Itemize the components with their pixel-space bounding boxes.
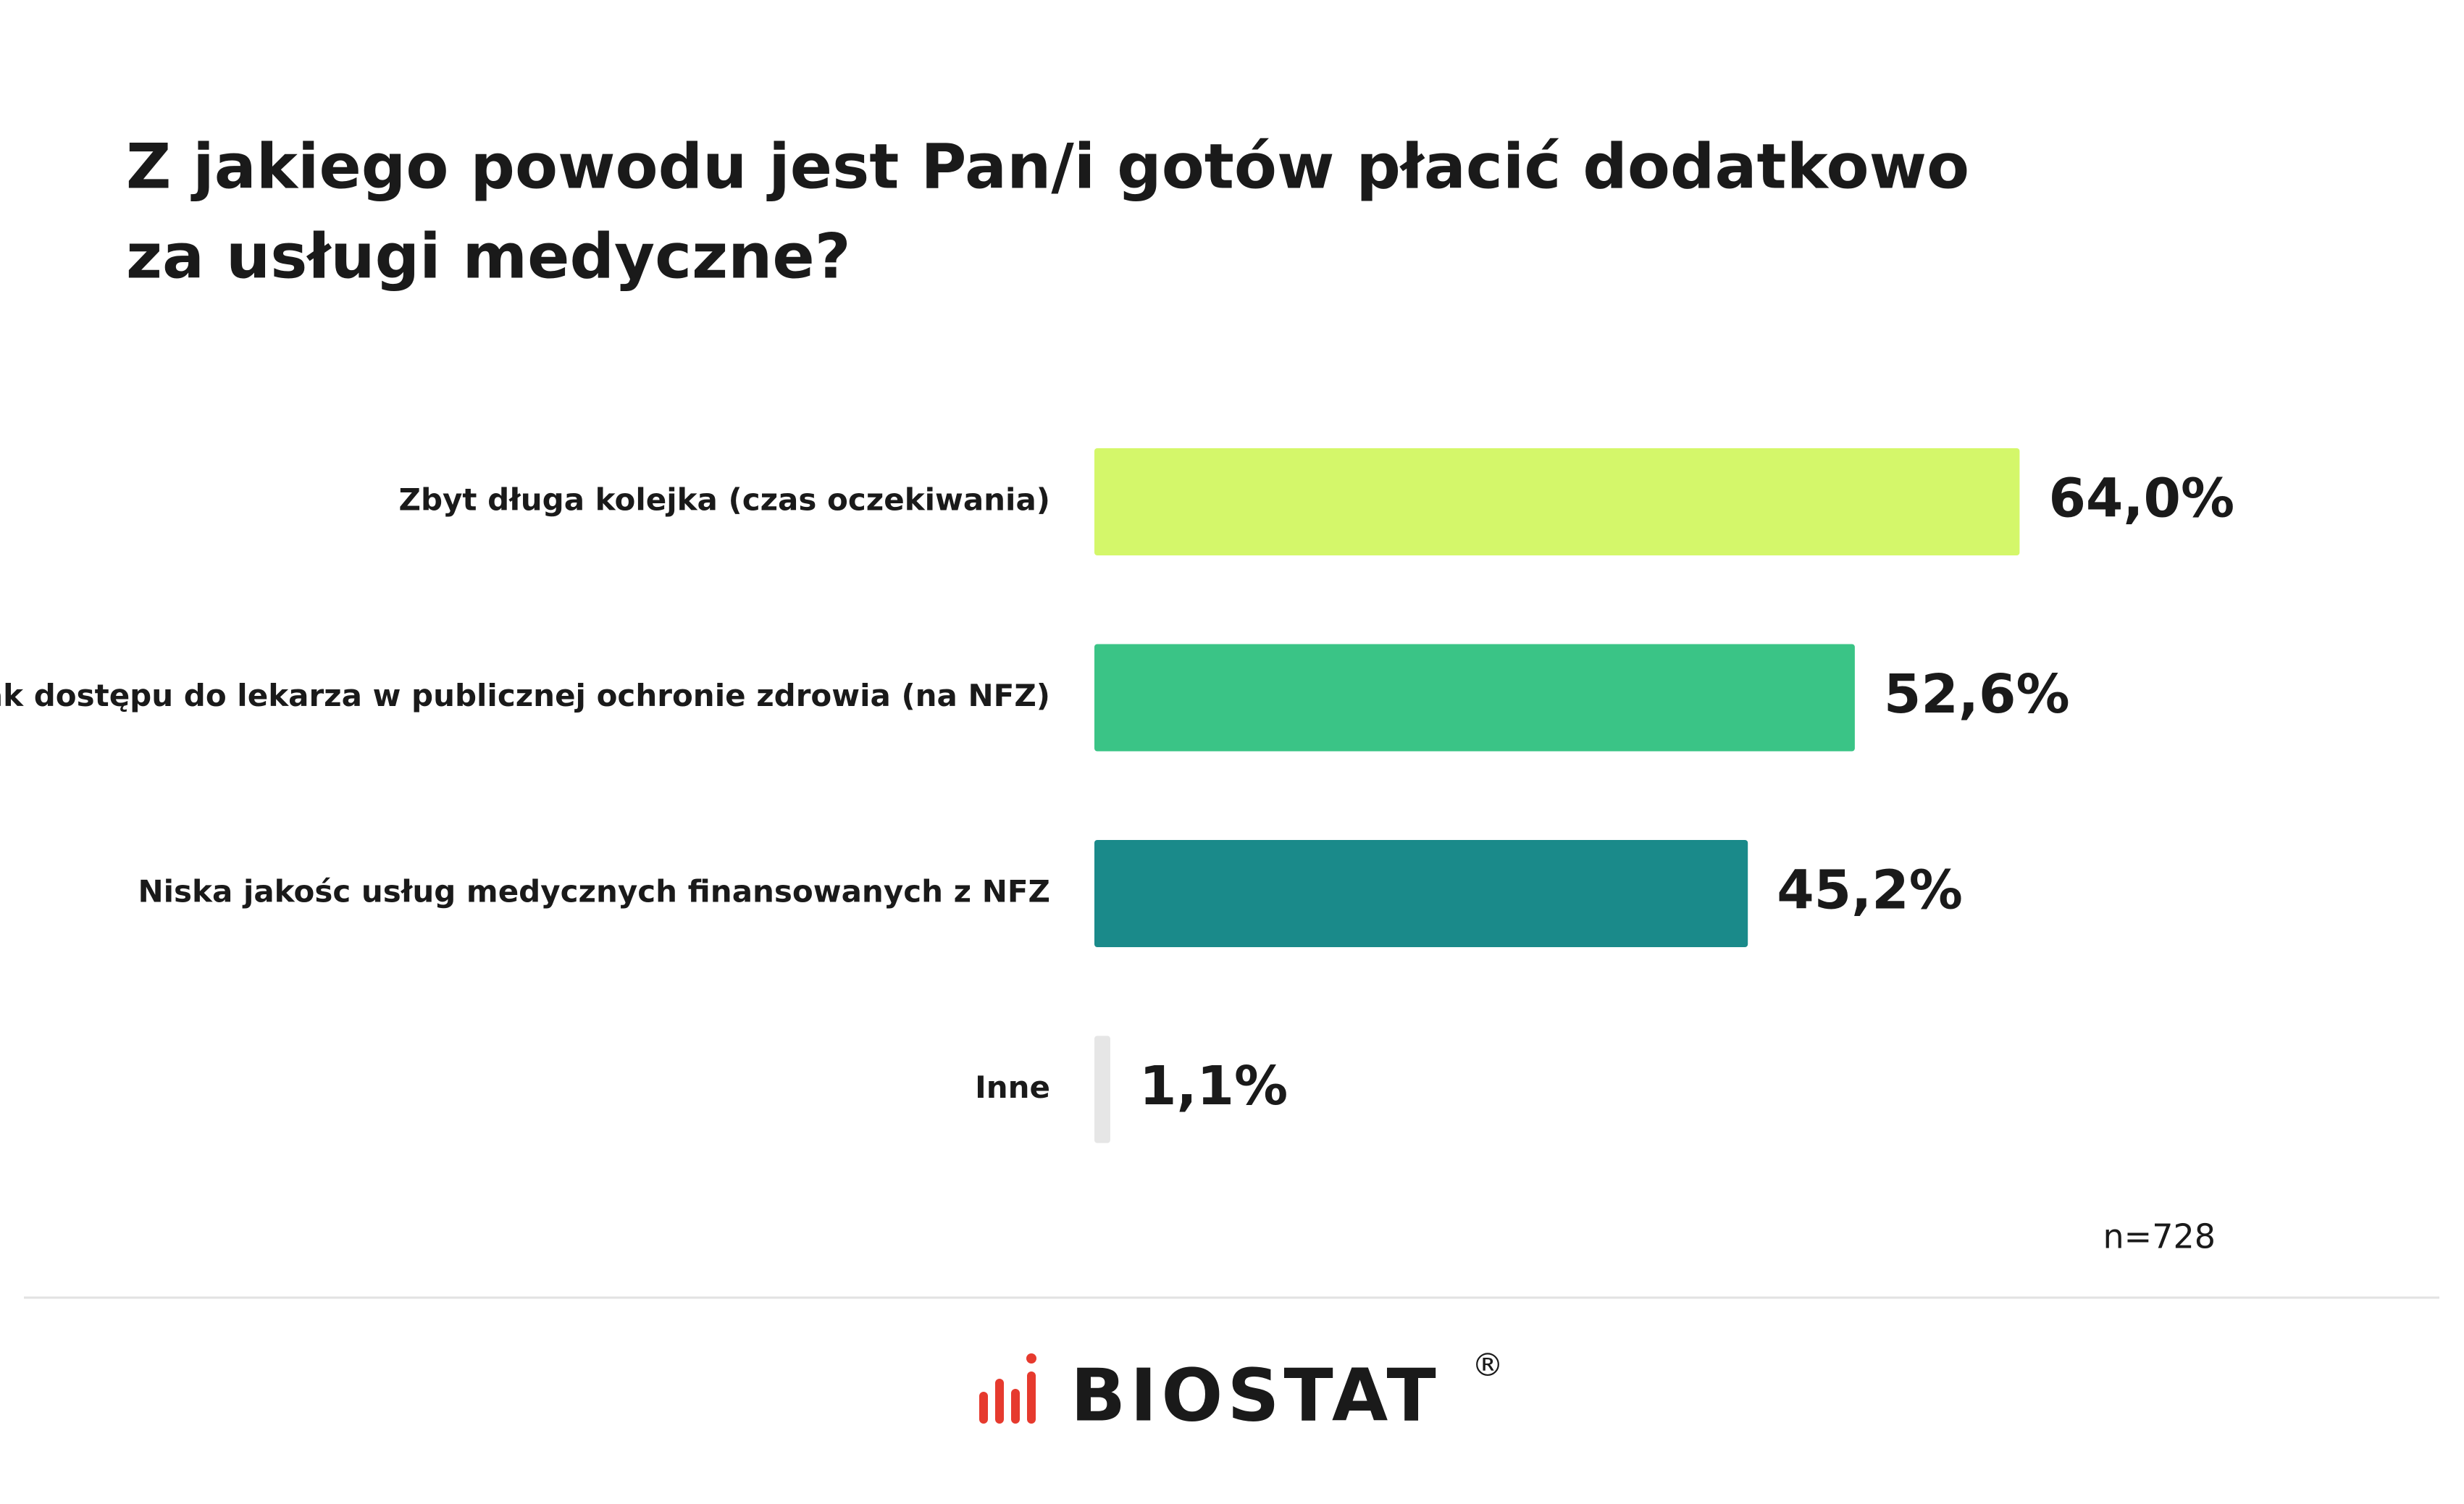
category-label: Zbyt długa kolejka (czas oczekiwania) [399, 482, 1051, 518]
category-label: Niska jakośc usług medycznych finansowan… [138, 874, 1051, 909]
logo-text: BIOSTAT [1070, 1353, 1441, 1437]
logo-icon [979, 1353, 1036, 1424]
value-label: 45,2% [1777, 860, 1963, 922]
bar [1094, 840, 1748, 947]
value-label: 1,1% [1139, 1055, 1288, 1117]
sample-note: n=728 [2103, 1217, 2216, 1256]
category-label: Inne [975, 1070, 1050, 1105]
bar [1094, 1035, 1110, 1143]
bar [1094, 644, 1855, 752]
value-label: 52,6% [1884, 663, 2070, 726]
bar [1094, 448, 2020, 555]
category-label: Brak dostępu do lekarza w publicznej och… [0, 678, 1050, 713]
chart-title: za usługi medyczne? [126, 220, 851, 293]
chart-title: Z jakiego powodu jest Pan/i gotów płacić… [126, 130, 1969, 203]
value-label: 64,0% [2048, 468, 2234, 530]
logo-mark: ® [1472, 1347, 1504, 1384]
